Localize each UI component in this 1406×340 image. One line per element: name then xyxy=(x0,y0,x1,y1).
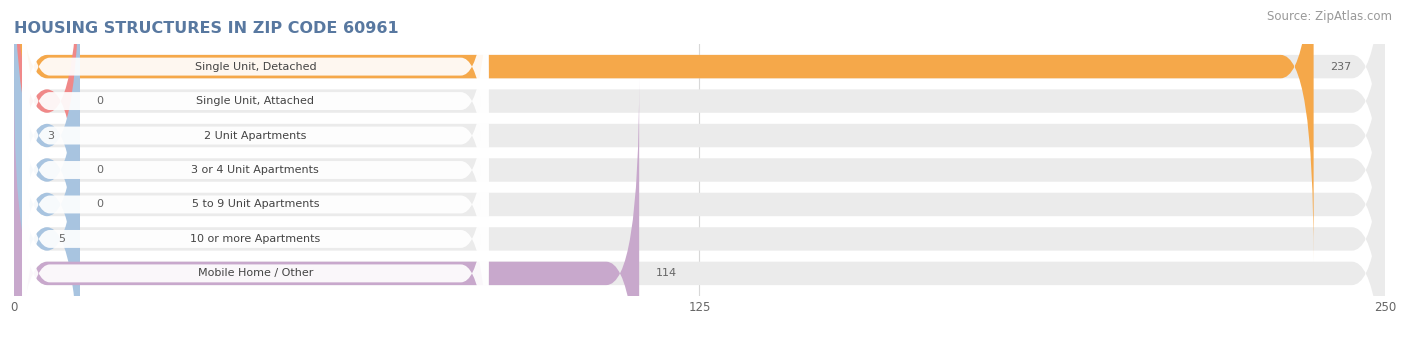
Text: Mobile Home / Other: Mobile Home / Other xyxy=(198,268,314,278)
FancyBboxPatch shape xyxy=(22,0,488,230)
Text: 3: 3 xyxy=(46,131,53,140)
FancyBboxPatch shape xyxy=(22,7,488,333)
Text: 0: 0 xyxy=(96,200,103,209)
FancyBboxPatch shape xyxy=(14,44,1385,340)
Text: 114: 114 xyxy=(655,268,676,278)
FancyBboxPatch shape xyxy=(22,0,488,265)
FancyBboxPatch shape xyxy=(14,78,1385,340)
Text: HOUSING STRUCTURES IN ZIP CODE 60961: HOUSING STRUCTURES IN ZIP CODE 60961 xyxy=(14,21,399,36)
FancyBboxPatch shape xyxy=(14,0,1385,340)
Text: 10 or more Apartments: 10 or more Apartments xyxy=(190,234,321,244)
FancyBboxPatch shape xyxy=(14,10,80,340)
FancyBboxPatch shape xyxy=(14,0,1385,330)
FancyBboxPatch shape xyxy=(14,0,1385,296)
Text: 0: 0 xyxy=(96,165,103,175)
FancyBboxPatch shape xyxy=(14,0,80,296)
Text: 3 or 4 Unit Apartments: 3 or 4 Unit Apartments xyxy=(191,165,319,175)
FancyBboxPatch shape xyxy=(14,0,1313,262)
FancyBboxPatch shape xyxy=(22,110,488,340)
FancyBboxPatch shape xyxy=(22,41,488,340)
Text: 2 Unit Apartments: 2 Unit Apartments xyxy=(204,131,307,140)
Text: 237: 237 xyxy=(1330,62,1351,72)
FancyBboxPatch shape xyxy=(14,10,1385,340)
FancyBboxPatch shape xyxy=(14,78,640,340)
Text: Single Unit, Attached: Single Unit, Attached xyxy=(197,96,315,106)
Text: 5: 5 xyxy=(58,234,65,244)
FancyBboxPatch shape xyxy=(14,0,1385,262)
Text: 0: 0 xyxy=(96,96,103,106)
Text: 5 to 9 Unit Apartments: 5 to 9 Unit Apartments xyxy=(191,200,319,209)
Text: Source: ZipAtlas.com: Source: ZipAtlas.com xyxy=(1267,10,1392,23)
FancyBboxPatch shape xyxy=(22,75,488,340)
FancyBboxPatch shape xyxy=(14,44,80,340)
FancyBboxPatch shape xyxy=(14,0,80,340)
FancyBboxPatch shape xyxy=(22,0,488,299)
Text: Single Unit, Detached: Single Unit, Detached xyxy=(194,62,316,72)
FancyBboxPatch shape xyxy=(14,0,80,330)
